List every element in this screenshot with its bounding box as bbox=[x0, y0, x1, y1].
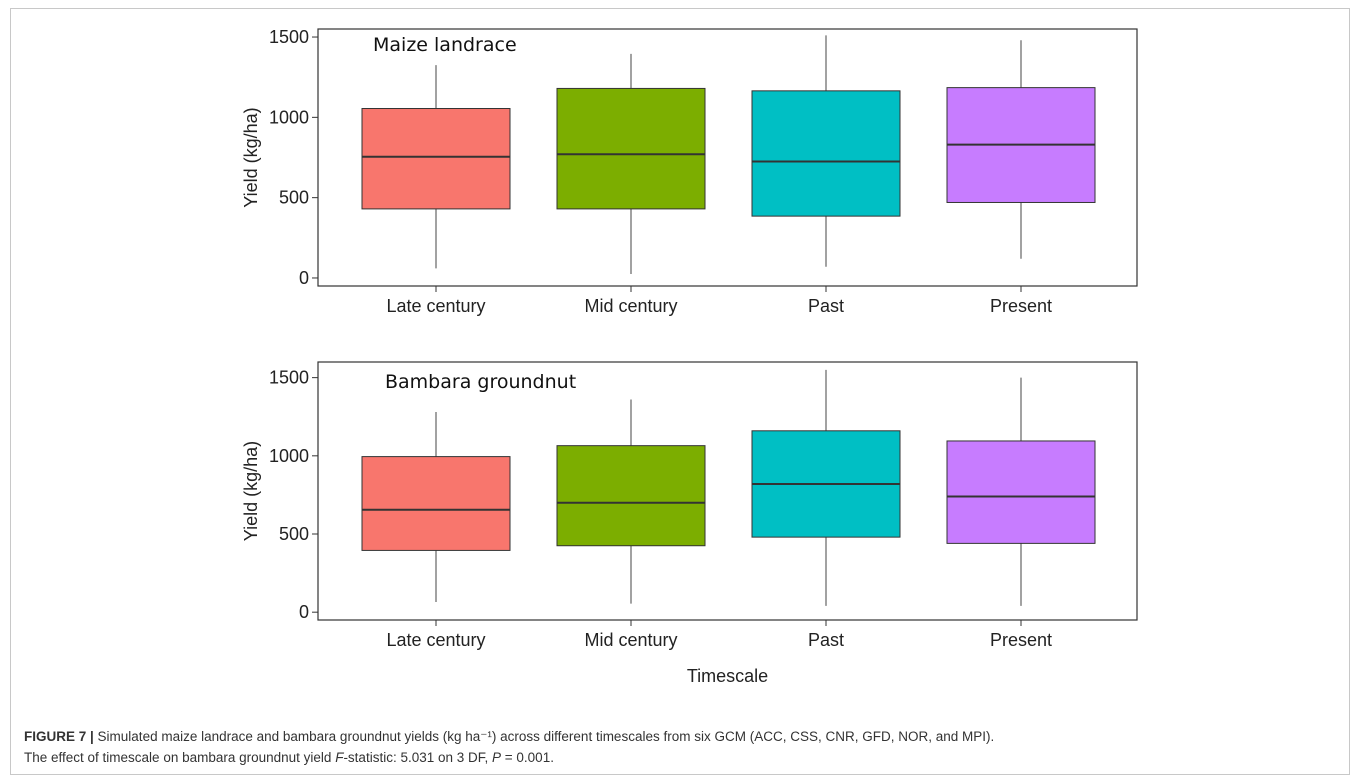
caption-text-1: Simulated maize landrace and bambara gro… bbox=[93, 729, 995, 744]
caption-text-2a: The effect of timescale on bambara groun… bbox=[24, 750, 336, 765]
panel-title: Bambara groundnut bbox=[385, 371, 576, 393]
y-tick-label: 0 bbox=[299, 268, 309, 288]
x-tick-label: Late century bbox=[386, 296, 485, 316]
plot-area bbox=[317, 361, 1138, 621]
figure-caption: FIGURE 7 | Simulated maize landrace and … bbox=[24, 726, 1344, 768]
box-late-century bbox=[361, 65, 511, 269]
caption-p-symbol: P bbox=[492, 750, 502, 765]
caption-line-1: FIGURE 7 | Simulated maize landrace and … bbox=[24, 726, 1344, 747]
y-tick-label: 0 bbox=[299, 602, 309, 622]
box-body bbox=[946, 440, 1096, 544]
box-present bbox=[946, 377, 1096, 606]
x-tick-label: Present bbox=[990, 296, 1052, 316]
box-mid-century bbox=[556, 399, 706, 604]
y-axis-label: Yield (kg/ha) bbox=[241, 107, 261, 207]
x-tick-label: Past bbox=[808, 296, 844, 316]
plot-area bbox=[317, 28, 1138, 287]
caption-f-symbol: F bbox=[335, 750, 344, 765]
box-body bbox=[556, 445, 706, 547]
x-axis-label: Timescale bbox=[687, 666, 768, 686]
x-tick-label: Mid century bbox=[584, 630, 677, 650]
y-tick-label: 500 bbox=[279, 524, 309, 544]
box-body bbox=[361, 456, 511, 551]
box-late-century bbox=[361, 412, 511, 603]
box-mid-century bbox=[556, 53, 706, 274]
panel-maize: Maize landrace 0 500 1000 1500 Yield (kg/ha) L… bbox=[241, 27, 1138, 316]
x-tick-label: Mid century bbox=[584, 296, 677, 316]
box-body bbox=[751, 90, 901, 217]
caption-figure-label: FIGURE 7 | bbox=[24, 729, 94, 744]
caption-text-2c: = 0.001. bbox=[501, 750, 554, 765]
panel-title: Maize landrace bbox=[373, 34, 517, 56]
panel-bambara: Bambara groundnut 0 500 1000 1500 Yield (kg/h… bbox=[241, 361, 1138, 686]
y-tick-label: 1500 bbox=[269, 368, 309, 388]
x-tick-label: Present bbox=[990, 630, 1052, 650]
y-axis-label: Yield (kg/ha) bbox=[241, 441, 261, 541]
box-past bbox=[751, 369, 901, 606]
box-body bbox=[556, 87, 706, 210]
x-tick-label: Past bbox=[808, 630, 844, 650]
y-tick-label: 500 bbox=[279, 188, 309, 208]
y-tick-label: 1000 bbox=[269, 107, 309, 127]
y-tick-label: 1500 bbox=[269, 27, 309, 47]
caption-line-2: The effect of timescale on bambara groun… bbox=[24, 747, 1344, 768]
box-body bbox=[361, 108, 511, 210]
box-past bbox=[751, 35, 901, 267]
y-tick-label: 1000 bbox=[269, 446, 309, 466]
x-tick-label: Late century bbox=[386, 630, 485, 650]
box-present bbox=[946, 40, 1096, 259]
caption-text-2b: -statistic: 5.031 on 3 DF, bbox=[343, 750, 493, 765]
